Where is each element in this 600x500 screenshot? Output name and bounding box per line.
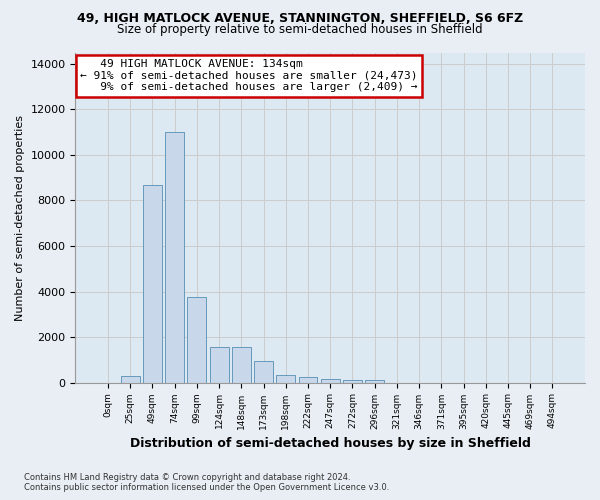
Bar [121, 376, 140, 382]
Text: Contains HM Land Registry data © Crown copyright and database right 2024.
Contai: Contains HM Land Registry data © Crown c… [24, 473, 389, 492]
Bar [209, 348, 229, 382]
Bar [254, 361, 273, 382]
Y-axis label: Number of semi-detached properties: Number of semi-detached properties [15, 114, 25, 320]
Bar [277, 374, 295, 382]
Bar [187, 297, 206, 382]
Bar [365, 380, 384, 382]
Text: 49 HIGH MATLOCK AVENUE: 134sqm
← 91% of semi-detached houses are smaller (24,473: 49 HIGH MATLOCK AVENUE: 134sqm ← 91% of … [80, 59, 418, 92]
Text: 49, HIGH MATLOCK AVENUE, STANNINGTON, SHEFFIELD, S6 6FZ: 49, HIGH MATLOCK AVENUE, STANNINGTON, SH… [77, 12, 523, 26]
Text: Size of property relative to semi-detached houses in Sheffield: Size of property relative to semi-detach… [117, 22, 483, 36]
Bar [321, 379, 340, 382]
Bar [299, 378, 317, 382]
Bar [343, 380, 362, 382]
Bar [232, 348, 251, 382]
X-axis label: Distribution of semi-detached houses by size in Sheffield: Distribution of semi-detached houses by … [130, 437, 530, 450]
Bar [143, 184, 162, 382]
Bar [165, 132, 184, 382]
